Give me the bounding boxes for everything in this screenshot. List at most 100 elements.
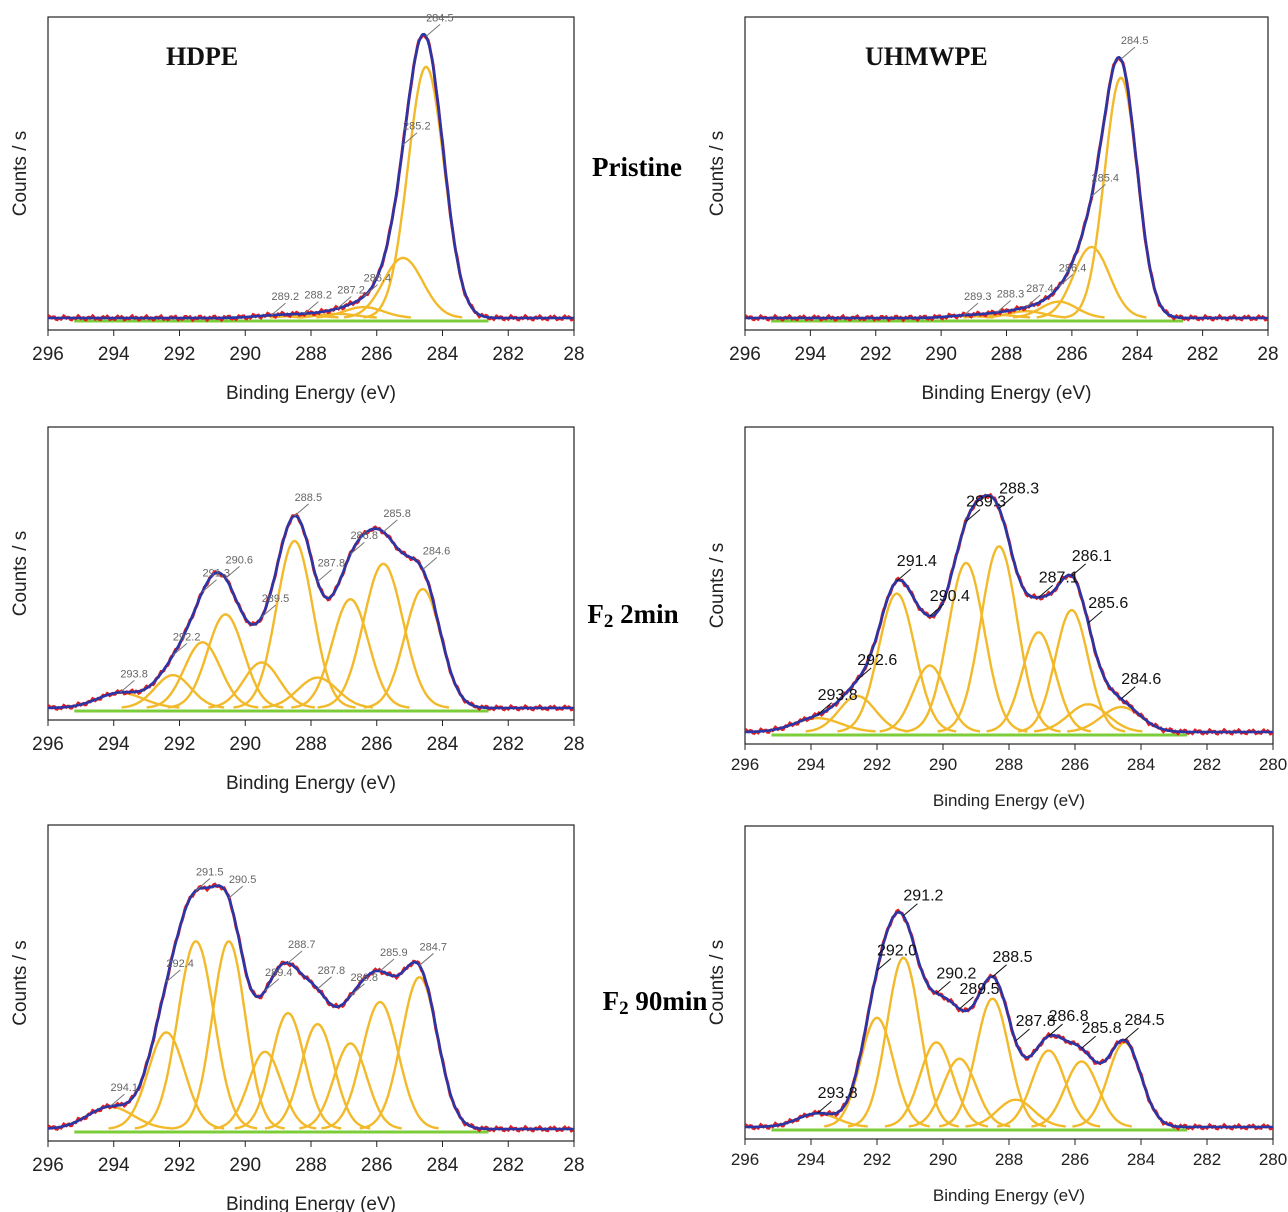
peak-label: 287.8 — [318, 965, 346, 977]
peak-leader-line — [1038, 584, 1054, 598]
peak-label: 294.1 — [110, 1082, 138, 1094]
series-component-285.2 — [343, 256, 463, 319]
peak-label: 290.4 — [930, 588, 970, 605]
peak-label: 292.0 — [877, 942, 917, 959]
x-tick-label: 286 — [361, 1155, 393, 1176]
x-axis-label: Binding Energy (eV) — [933, 791, 1085, 810]
series-component-287.8 — [965, 1098, 1066, 1128]
peak-leader-line — [965, 509, 981, 522]
series-component-288.5 — [233, 539, 356, 709]
peak-leader-line — [110, 1093, 125, 1107]
peak-leader-line — [1087, 610, 1103, 624]
peak-label: 291.2 — [903, 888, 943, 905]
series-component-291.4 — [837, 592, 957, 733]
plot-area — [48, 882, 574, 1134]
x-tick-label: 294 — [98, 344, 130, 365]
peak-label: 288.2 — [304, 290, 332, 302]
peak-leader-line — [382, 519, 398, 533]
x-tick-label: 28 — [563, 1155, 584, 1176]
x-tick-label: 294 — [98, 734, 130, 755]
row-label-f2-2min: F2 2min — [587, 599, 678, 632]
x-axis-label: Binding Energy (eV) — [226, 773, 396, 794]
plot-area — [48, 32, 574, 323]
y-axis-label: Counts / s — [10, 531, 31, 617]
peak-label: 292.6 — [857, 652, 897, 669]
peak-label: 292.2 — [173, 631, 201, 643]
peak-label: 288.5 — [993, 949, 1033, 966]
peak-leader-line — [317, 569, 332, 582]
peak-leader-line — [317, 976, 332, 990]
series-component-289.5 — [908, 1057, 1011, 1128]
peak-leader-line — [379, 958, 395, 972]
x-tick-label: 286 — [1056, 344, 1088, 365]
peak-leader-line — [998, 496, 1014, 509]
peak-label: 286.8 — [350, 530, 378, 542]
x-tick-label: 288 — [295, 344, 327, 365]
peak-leader-line — [350, 541, 365, 555]
peak-leader-line — [202, 579, 217, 593]
peak-label: 284.5 — [426, 12, 454, 24]
peak-label: 285.2 — [403, 121, 431, 133]
peak-leader-line — [304, 301, 319, 314]
peak-label: 287.2 — [337, 284, 365, 296]
x-tick-label: 28 — [563, 734, 584, 755]
x-tick-label: 282 — [492, 344, 524, 365]
x-tick-label: 280 — [1259, 755, 1287, 774]
series-fit-envelope — [745, 494, 1273, 734]
peak-label: 284.7 — [419, 941, 447, 953]
peak-label: 293.8 — [818, 1085, 858, 1102]
x-tick-label: 282 — [492, 734, 524, 755]
peak-leader-line — [992, 964, 1007, 978]
series-fit-envelope — [48, 514, 574, 710]
peak-label: 286.8 — [350, 972, 378, 984]
peak-label: 289.3 — [964, 291, 992, 303]
series-component-292.2 — [121, 673, 225, 709]
peak-leader-line — [261, 604, 277, 618]
peak-leader-line — [1081, 1035, 1096, 1049]
x-tick-label: 290 — [929, 755, 957, 774]
x-tick-label: 292 — [863, 755, 891, 774]
series-measured — [745, 55, 1268, 323]
peak-leader-line — [1071, 563, 1087, 577]
peak-leader-line — [1015, 1028, 1030, 1042]
y-axis-label: Counts / s — [707, 543, 728, 629]
series-measured — [48, 33, 574, 323]
chart-hdpe-f2-90min: 296 294 292 290 288 286 284 282 28 Binding Energy… — [10, 824, 585, 1212]
peak-leader-line — [363, 284, 378, 297]
peak-leader-line — [166, 969, 181, 983]
peak-label: 285.6 — [1088, 595, 1128, 612]
peak-label: 289.4 — [265, 967, 293, 979]
x-tick-label: 290 — [929, 1150, 957, 1169]
series-component-288.5 — [938, 997, 1047, 1128]
plot-area — [745, 55, 1268, 323]
x-tick-label: 292 — [164, 344, 196, 365]
peak-label: 288.3 — [999, 480, 1039, 497]
peak-leader-line — [1091, 183, 1106, 197]
series-fit-envelope — [48, 32, 574, 320]
x-tick-label: 282 — [1193, 1150, 1221, 1169]
x-tick-label: 292 — [863, 1150, 891, 1169]
peak-label: 290.6 — [226, 554, 254, 566]
x-tick-label: 288 — [295, 1155, 327, 1176]
chart-title: HDPE — [166, 42, 238, 71]
x-tick-label: 296 — [32, 734, 64, 755]
x-tick-label: 290 — [229, 344, 261, 365]
x-tick-label: 292 — [860, 344, 892, 365]
peak-label: 289.5 — [960, 981, 1000, 998]
peak-leader-line — [119, 679, 135, 693]
x-tick-label: 286 — [1061, 1150, 1089, 1169]
series-component-286.8 — [299, 1042, 402, 1130]
peak-leader-line — [959, 996, 974, 1010]
series-component-289.5 — [208, 661, 315, 709]
peak-leader-line — [271, 302, 286, 316]
peak-leader-line — [350, 983, 365, 997]
y-axis-label: Counts / s — [10, 131, 31, 217]
series-component-286.8 — [291, 597, 410, 709]
peak-label: 285.4 — [1091, 172, 1119, 184]
x-tick-label: 286 — [361, 344, 393, 365]
x-tick-label: 284 — [1121, 344, 1153, 365]
x-tick-label: 294 — [98, 1155, 130, 1176]
peak-leader-line — [856, 667, 872, 681]
series-component-286.1 — [1018, 609, 1126, 733]
